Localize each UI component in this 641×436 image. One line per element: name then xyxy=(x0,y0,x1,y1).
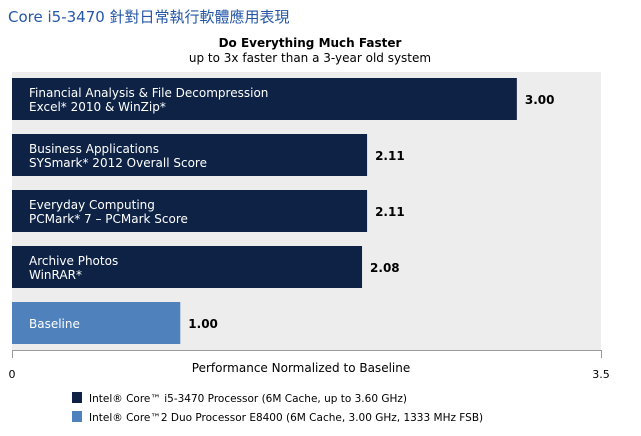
bar-category-label: Archive Photos xyxy=(29,254,118,268)
bar xyxy=(12,246,363,288)
x-tick-label: 3.5 xyxy=(592,368,610,381)
bar-category-sublabel: WinRAR* xyxy=(29,268,82,282)
bar-value-label: 1.00 xyxy=(188,317,218,331)
bar-category-label: Everyday Computing xyxy=(29,198,155,212)
bar-value-label: 3.00 xyxy=(525,93,555,107)
legend-label: Intel® Core™2 Duo Processor E8400 (6M Ca… xyxy=(89,412,483,424)
bar-category-sublabel: SYSmark* 2012 Overall Score xyxy=(29,156,207,170)
bar xyxy=(12,190,368,232)
bar-value-label: 2.11 xyxy=(375,149,405,163)
bar-value-label: 2.08 xyxy=(370,261,400,275)
plot-area: Financial Analysis & File DecompressionE… xyxy=(9,72,610,381)
x-tick-label: 0 xyxy=(9,368,16,381)
chart-subtitle: up to 3x faster than a 3-year old system xyxy=(189,51,431,65)
legend-label: Intel® Core™ i5-3470 Processor (6M Cache… xyxy=(89,393,407,405)
bar-category-label: Financial Analysis & File Decompression xyxy=(29,86,268,100)
legend-swatch xyxy=(72,411,82,422)
chart-legend: Intel® Core™ i5-3470 Processor (6M Cache… xyxy=(72,392,483,424)
bar xyxy=(12,134,368,176)
legend-swatch xyxy=(72,392,82,403)
bar-category-label: Business Applications xyxy=(29,142,159,156)
bar xyxy=(12,302,181,344)
bar-category-sublabel: Excel* 2010 & WinZip* xyxy=(29,100,166,114)
page-heading: Core i5-3470 針對日常執行軟體應用表現 xyxy=(8,8,290,26)
x-axis-title: Performance Normalized to Baseline xyxy=(192,361,410,375)
bar-category-label: Baseline xyxy=(29,317,80,331)
bar-value-label: 2.11 xyxy=(375,205,405,219)
chart-title: Do Everything Much Faster xyxy=(219,36,402,50)
bar xyxy=(12,78,517,120)
bar-category-sublabel: PCMark* 7 – PCMark Score xyxy=(29,212,188,226)
